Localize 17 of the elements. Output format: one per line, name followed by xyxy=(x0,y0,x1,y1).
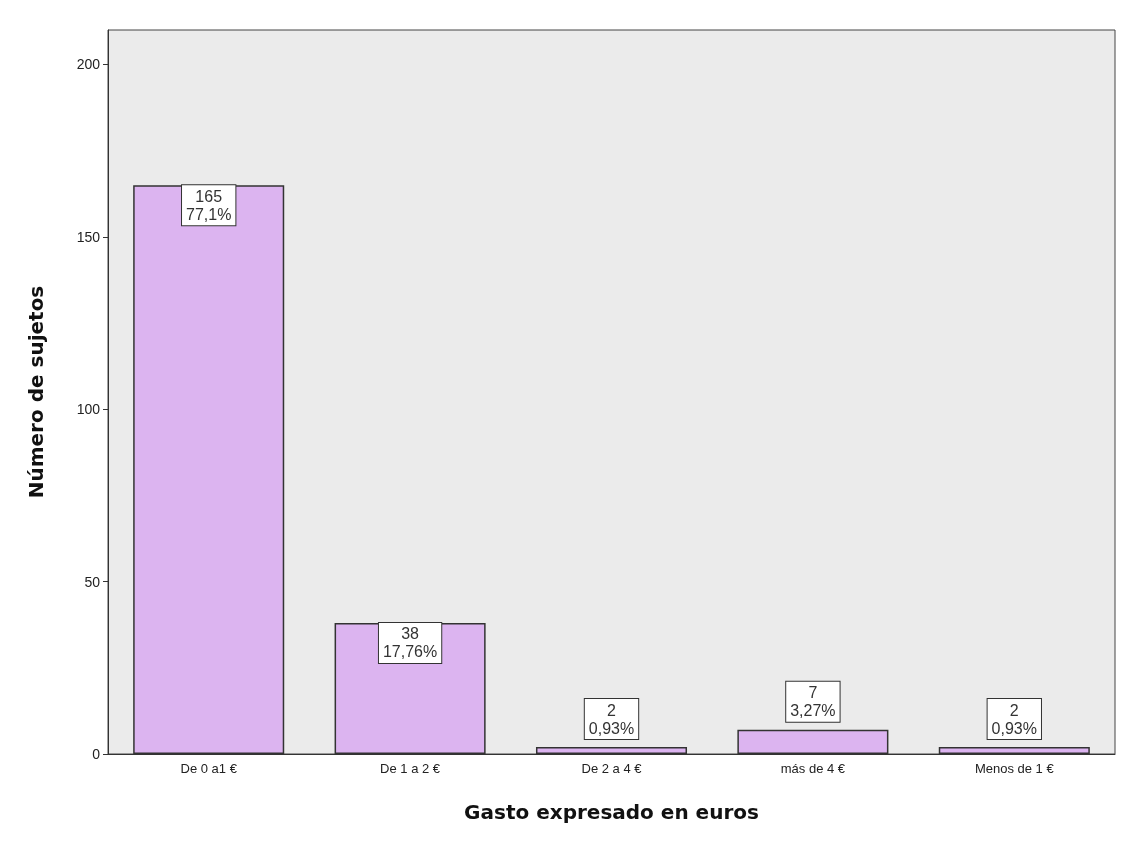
x-tick-label: De 1 a 2 € xyxy=(380,761,441,776)
data-label: 2 0,93% xyxy=(588,701,635,737)
y-tick-label: 200 xyxy=(76,56,101,73)
x-tick-label: De 0 a1 € xyxy=(180,761,238,776)
y-tick-label: 150 xyxy=(76,228,101,245)
x-tick-label: más de 4 € xyxy=(780,761,846,776)
x-tick-label: De 2 a 4 € xyxy=(581,761,643,776)
y-tick-label: 50 xyxy=(84,573,101,590)
data-label: 165 77,1% xyxy=(186,187,232,223)
data-label: 2 0,93% xyxy=(991,701,1037,737)
data-label: 7 3,27% xyxy=(790,684,836,720)
x-tick-label: Menos de 1 € xyxy=(974,761,1055,776)
y-tick-label: 0 xyxy=(92,746,101,762)
x-axis-title: Gasto expresado en euros xyxy=(464,800,759,824)
y-axis-title: Número de sujetos xyxy=(24,285,48,499)
data-label: 38 17,76% xyxy=(382,625,438,661)
y-tick-label: 100 xyxy=(76,401,101,418)
